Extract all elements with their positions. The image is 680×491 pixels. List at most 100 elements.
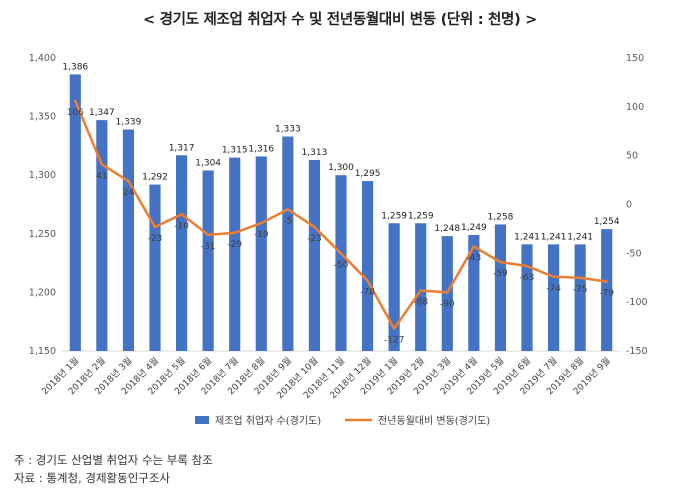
left-tick-label: 1,150	[29, 346, 56, 357]
bar	[468, 234, 480, 351]
line-value-label: -29	[227, 240, 242, 250]
line-value-label: -31	[201, 242, 216, 252]
bar-value-label: 1,258	[488, 212, 514, 222]
line-point	[366, 279, 369, 282]
line-point	[446, 291, 449, 294]
chart-title: < 경기도 제조업 취업자 수 및 전년동월대비 변동 (단위 : 천명) >	[143, 12, 537, 28]
line-value-label: -74	[546, 284, 561, 294]
bar-value-label: 1,295	[355, 169, 381, 179]
bar-value-label: 1,386	[62, 62, 88, 72]
bar	[361, 181, 374, 351]
bar	[255, 156, 267, 351]
bar-value-label: 1,304	[195, 159, 221, 169]
line-value-label: -75	[573, 285, 588, 295]
bar-value-label: 1,249	[461, 223, 487, 233]
bar-value-label: 1,333	[275, 125, 301, 135]
bar	[415, 223, 427, 351]
right-tick-label: 150	[626, 53, 644, 64]
bar-value-label: 1,315	[222, 146, 248, 156]
bar	[601, 229, 613, 351]
bar	[494, 224, 507, 351]
line-point	[339, 252, 343, 255]
bar-value-label: 1,347	[89, 108, 115, 118]
line-point	[499, 260, 502, 264]
line-point	[180, 213, 183, 216]
bar	[335, 175, 347, 351]
bar	[521, 244, 533, 351]
legend: 제조업 취업자 수(경기도) 전년동월대비 변동(경기도)	[195, 414, 490, 427]
line-series: 106 41 24 -23 -10 -31 -29 -19 -5 -23 -50 -78 -127 -88…	[67, 99, 614, 346]
bar	[547, 244, 560, 351]
bar-value-label: 1,316	[248, 144, 274, 154]
line-point	[578, 276, 582, 279]
line-value-label: 41	[96, 171, 107, 181]
bar	[122, 129, 135, 351]
left-tick-label: 1,250	[29, 229, 56, 240]
line-point	[392, 327, 396, 330]
right-tick-label: 100	[626, 102, 644, 113]
line-point	[605, 280, 608, 283]
bar	[175, 155, 188, 351]
right-tick-label: -100	[626, 297, 648, 308]
left-y-axis: 1,150 1,200 1,250 1,300 1,350 1,400	[29, 53, 56, 357]
line-value-label: -23	[148, 234, 163, 244]
line-value-label: -88	[413, 297, 428, 307]
line-value-label: -43	[467, 253, 482, 263]
line-point	[419, 289, 422, 292]
bar-value-label: 1,292	[142, 173, 168, 183]
bar	[149, 184, 161, 351]
line-point	[313, 225, 316, 229]
line-value-label: -63	[520, 273, 535, 283]
line-value-label: -19	[254, 230, 269, 240]
line-point	[260, 221, 263, 225]
right-y-axis: -150 -100 -50 0 50 100 150	[626, 53, 648, 357]
bar	[388, 223, 400, 351]
left-tick-label: 1,400	[29, 53, 56, 64]
line-value-label: -59	[493, 269, 508, 279]
bar	[202, 170, 214, 351]
bar	[308, 159, 321, 351]
bar-value-label: 1,241	[567, 232, 593, 242]
right-tick-label: 50	[626, 151, 638, 162]
bar	[96, 120, 108, 351]
line-value-label: -78	[360, 288, 375, 298]
line-point	[127, 179, 130, 183]
right-tick-label: -150	[626, 346, 648, 357]
line-point	[100, 163, 104, 166]
line-value-label: -50	[334, 260, 349, 270]
line-value-label: -79	[599, 289, 614, 299]
right-tick-label: -50	[626, 248, 642, 259]
line-point	[233, 231, 236, 235]
line-value-label: 106	[67, 108, 84, 118]
footnote: 주 : 경기도 산업별 취업자 수는 부록 참조	[14, 453, 213, 467]
line-point	[472, 245, 476, 248]
source-note: 자료 : 통계청, 경제활동인구조사	[14, 471, 171, 485]
line-point	[525, 264, 529, 268]
bar	[282, 136, 294, 351]
line-value-label: -23	[307, 234, 322, 244]
bar-value-label: 1,259	[381, 211, 407, 221]
line-value-label: -127	[384, 336, 404, 346]
line-point	[286, 208, 290, 211]
bar	[69, 74, 81, 352]
bar	[574, 244, 586, 351]
legend-line-label: 전년동월대비 변동(경기도)	[378, 414, 490, 427]
line-value-label: -90	[440, 299, 455, 309]
left-tick-label: 1,350	[29, 112, 56, 123]
left-tick-label: 1,300	[29, 170, 56, 181]
legend-bar-label: 제조업 취업자 수(경기도)	[215, 414, 321, 427]
line-value-label: -10	[174, 221, 189, 231]
bar-value-label: 1,259	[408, 211, 434, 221]
bar-value-label: 1,317	[169, 143, 195, 153]
line-point	[552, 275, 555, 278]
line-value-label: -5	[283, 216, 292, 226]
bar-value-label: 1,241	[514, 232, 540, 242]
line-point	[74, 99, 77, 103]
line-value-label: 24	[123, 188, 135, 198]
right-tick-label: 0	[626, 200, 632, 211]
bar-value-label: 1,254	[594, 217, 620, 227]
left-tick-label: 1,200	[29, 287, 56, 298]
bar-value-label: 1,339	[116, 117, 142, 127]
